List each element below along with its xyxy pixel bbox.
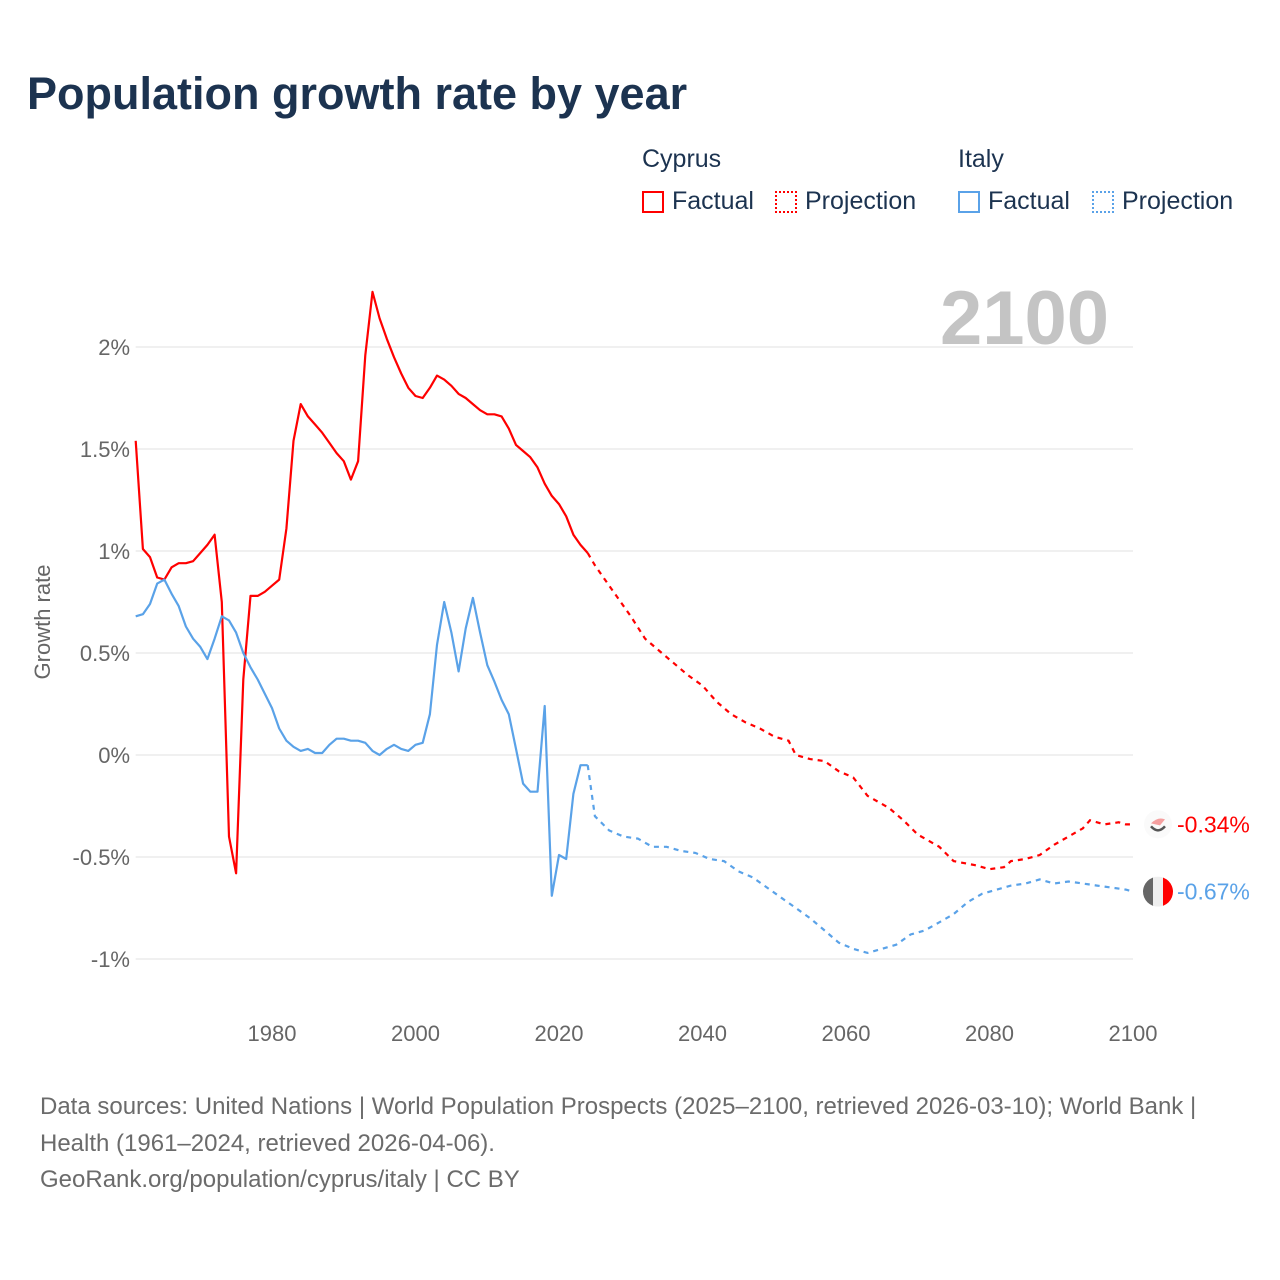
dotted-swatch-icon bbox=[1092, 190, 1114, 213]
data-sources: Data sources: United Nations | World Pop… bbox=[40, 1093, 1197, 1157]
x-tick-label: 2080 bbox=[965, 1021, 1014, 1046]
cyprus-factual-line bbox=[134, 290, 589, 875]
y-tick-label: 0% bbox=[98, 743, 130, 768]
legend-group-italy: Italy bbox=[958, 145, 1004, 173]
cyprus-projection-line bbox=[586, 552, 1133, 871]
italy-end-value-label: -0.67% bbox=[1177, 879, 1250, 905]
cyprus-flag-icon bbox=[1144, 810, 1172, 839]
legend-italy-factual[interactable]: Factual bbox=[958, 187, 1070, 216]
legend-label: Factual bbox=[672, 187, 754, 215]
solid-swatch-icon bbox=[958, 190, 980, 213]
legend-cyprus-factual[interactable]: Factual bbox=[642, 187, 754, 216]
y-tick-label: -0.5% bbox=[73, 845, 130, 870]
x-tick-label: 2000 bbox=[391, 1021, 440, 1046]
cyprus-end-value-label: -0.34% bbox=[1177, 811, 1250, 837]
x-tick-label: 2100 bbox=[1109, 1021, 1158, 1046]
legend-cyprus-projection[interactable]: Projection bbox=[775, 187, 916, 216]
dotted-swatch-icon bbox=[775, 190, 797, 213]
y-tick-label: 2% bbox=[98, 335, 130, 360]
x-tick-label: 1980 bbox=[248, 1021, 297, 1046]
italy-flag-icon bbox=[1143, 876, 1173, 907]
y-tick-label: 1.5% bbox=[80, 437, 130, 462]
legend-italy-projection[interactable]: Projection bbox=[1092, 187, 1233, 216]
solid-swatch-icon bbox=[642, 190, 664, 213]
credit-link[interactable]: GeoRank.org/population/cyprus/italy | CC… bbox=[40, 1166, 520, 1193]
italy-projection-line bbox=[586, 765, 1134, 955]
legend-label: Projection bbox=[1122, 187, 1234, 215]
legend-group-cyprus: Cyprus bbox=[642, 145, 722, 173]
chart-title: Population growth rate by year bbox=[27, 68, 688, 119]
x-tick-label: 2060 bbox=[822, 1021, 871, 1046]
y-tick-label: 1% bbox=[98, 539, 130, 564]
y-tick-label: 0.5% bbox=[80, 641, 130, 666]
x-tick-label: 2040 bbox=[678, 1021, 727, 1046]
legend-label: Projection bbox=[805, 187, 917, 215]
legend-label: Factual bbox=[988, 187, 1070, 215]
current-year-label: 2100 bbox=[940, 276, 1110, 361]
x-tick-label: 2020 bbox=[535, 1021, 584, 1046]
y-tick-label: -1% bbox=[91, 947, 130, 972]
italy-factual-line bbox=[135, 578, 588, 897]
